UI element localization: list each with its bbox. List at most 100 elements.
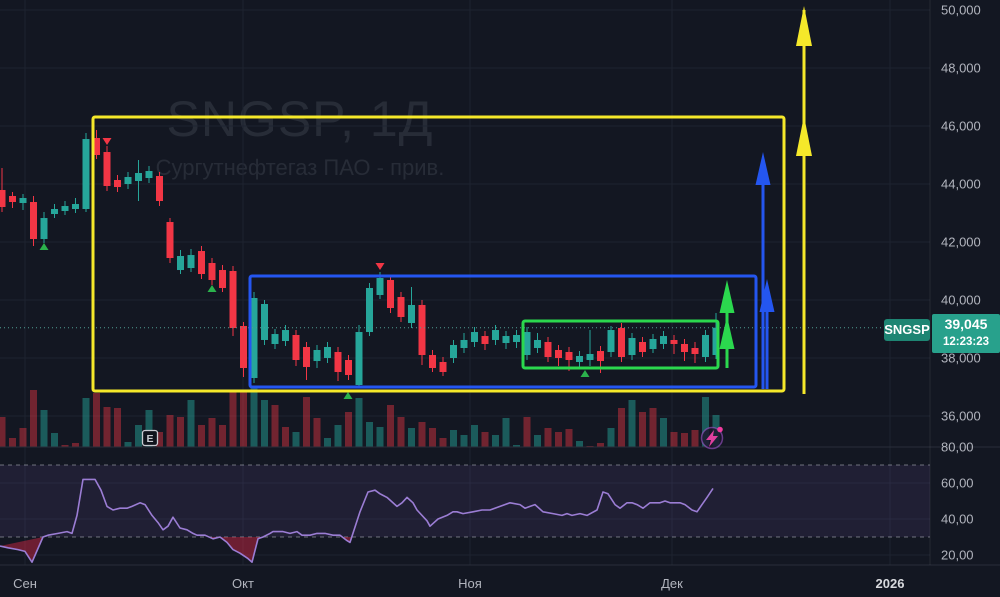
candle <box>450 339 457 364</box>
candle-body <box>156 175 163 201</box>
volume-bar <box>460 435 468 447</box>
candle-body <box>324 347 331 358</box>
candle <box>229 266 237 337</box>
candle-body <box>418 304 426 356</box>
flash-badge[interactable] <box>700 426 724 450</box>
green-arrow[interactable] <box>719 280 735 368</box>
candle-body <box>607 330 615 352</box>
candle <box>51 204 58 219</box>
yellow-arrow[interactable] <box>796 6 812 394</box>
volume-bar <box>135 425 142 447</box>
candle-body <box>0 190 6 207</box>
candle <box>471 326 478 348</box>
candle <box>366 283 373 337</box>
green-rect[interactable] <box>521 319 720 370</box>
volume-bar <box>681 433 688 447</box>
candle-body <box>229 271 237 329</box>
volume-bar <box>103 407 111 447</box>
candle <box>103 146 111 192</box>
time-tick-label-Сен: Сен <box>13 576 37 591</box>
candle <box>166 218 174 263</box>
price-tick-label: 42,000 <box>941 235 981 250</box>
earnings-badge-box[interactable] <box>141 429 159 447</box>
candle-body <box>670 339 678 344</box>
candle-body <box>292 335 300 361</box>
blue-rect[interactable] <box>248 274 758 389</box>
candle <box>145 166 153 184</box>
signal-markers <box>39 138 590 399</box>
rsi-band <box>0 465 930 537</box>
sell-triangle-marker <box>375 263 385 270</box>
volume-bar <box>30 390 37 447</box>
candle-body <box>261 304 268 340</box>
candle <box>93 130 100 160</box>
yellow-rect[interactable] <box>91 115 786 393</box>
time-tick-label-Окт: Окт <box>232 576 254 591</box>
volume-bar <box>334 425 342 447</box>
buy-triangle-marker <box>39 243 49 250</box>
price-scale[interactable]: 50,000 48,000 46,000 44,000 42,000 40,000 38,0… <box>941 3 981 563</box>
blue-arrow-short-head[interactable] <box>759 279 775 312</box>
candle-body <box>345 360 352 375</box>
candle-body <box>208 262 216 280</box>
volume-bar <box>702 397 709 447</box>
candle <box>292 330 300 367</box>
volume-bar <box>9 438 16 447</box>
blue-arrow-tall-head[interactable] <box>755 152 771 185</box>
volume-bar <box>51 433 58 447</box>
candle <box>124 171 132 190</box>
candle <box>0 168 6 213</box>
last-price-value: 39,045 <box>944 316 988 332</box>
volume-bar <box>565 429 573 447</box>
candle-body <box>502 336 510 344</box>
volume-bar <box>607 428 615 447</box>
candle-body <box>513 335 520 342</box>
volume-bar <box>0 417 6 447</box>
candle <box>303 341 310 381</box>
price-tick-label: 46,000 <box>941 119 981 134</box>
time-tick-label-Дек: Дек <box>661 576 683 591</box>
volume-bar <box>355 398 363 447</box>
yellow-arrow-head[interactable] <box>796 6 812 46</box>
volume-bar <box>513 445 520 447</box>
blue-arrow-short[interactable] <box>759 279 775 389</box>
earnings-badge-letter: E <box>146 433 153 445</box>
volume-bar <box>324 438 331 447</box>
candle-body <box>702 335 709 358</box>
volume-bar <box>429 428 436 447</box>
time-scale[interactable]: Сен Окт Ноя Дек 2026 <box>13 576 904 591</box>
rsi-oversold-fill <box>220 537 263 563</box>
earnings-badge[interactable]: E <box>141 429 159 447</box>
lightning-icon <box>706 430 718 447</box>
candle-body <box>597 351 604 362</box>
candle-body <box>555 349 562 358</box>
rsi-tick-label: 60,00 <box>941 476 974 491</box>
candle <box>282 324 289 346</box>
green-arrow-head[interactable] <box>719 280 735 313</box>
candle-body <box>660 336 667 344</box>
green-arrow-head[interactable] <box>719 316 735 349</box>
candle-body <box>72 204 79 209</box>
candle-body <box>114 179 121 188</box>
candle-body <box>177 256 184 271</box>
yellow-arrow-head[interactable] <box>796 116 812 156</box>
volume-bar <box>145 410 153 447</box>
symbol-price-tag: SNGSP <box>884 319 930 341</box>
volume-bar <box>450 430 457 447</box>
candle-body <box>93 138 100 156</box>
candle-body <box>313 349 321 362</box>
candle <box>271 328 279 350</box>
volume-bar <box>366 422 373 447</box>
rsi-tick-label: 20,00 <box>941 548 974 563</box>
user-drawings[interactable] <box>91 6 812 394</box>
volume-bar <box>61 445 69 447</box>
last-price-tag: 39,045 12:23:23 <box>932 314 1000 353</box>
volume-bar <box>303 397 310 447</box>
candle-body <box>618 328 625 358</box>
candle-body <box>429 355 436 369</box>
candle-body <box>30 202 37 240</box>
candle-body <box>198 251 205 275</box>
blue-arrow-tall[interactable] <box>755 152 771 389</box>
